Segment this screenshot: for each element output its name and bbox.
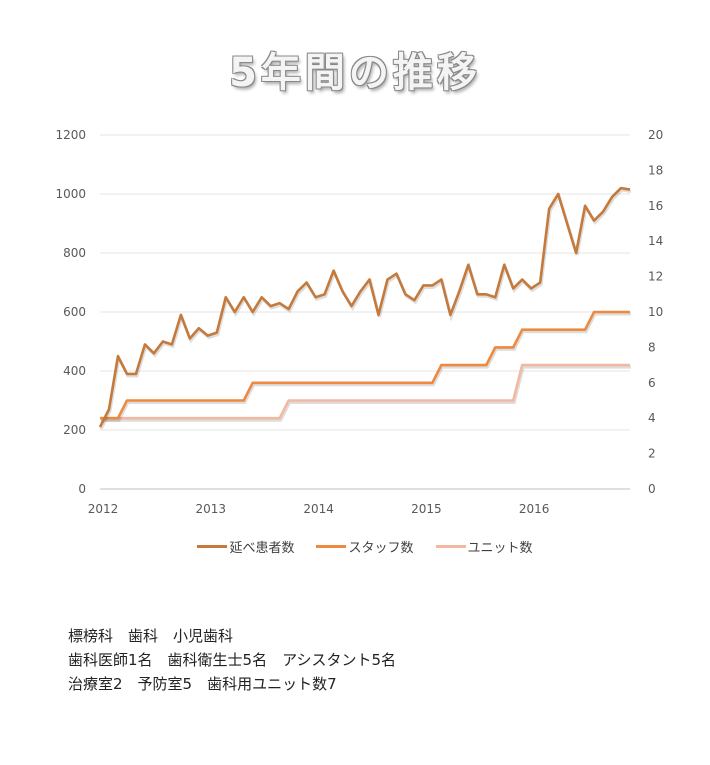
right-axis-tick: 20	[648, 128, 663, 142]
series-line	[98, 186, 631, 428]
right-axis-tick: 2	[648, 447, 656, 461]
departments-line: 標榜科 歯科 小児歯科	[68, 627, 234, 645]
left-axis-tick: 600	[63, 305, 86, 319]
right-axis-tick: 10	[648, 305, 663, 319]
legend-label: スタッフ数	[348, 541, 414, 556]
left-axis-tick: 400	[63, 364, 86, 378]
right-axis-tick: 16	[648, 199, 663, 213]
series-shadow	[99, 188, 632, 430]
legend-swatch	[316, 545, 347, 548]
series-line	[100, 363, 630, 420]
left-axis-tick: 1200	[55, 128, 86, 142]
series-shadow	[101, 365, 631, 422]
legend-item-staff[interactable]: スタッフ数	[316, 537, 414, 556]
chart-title: 5年間の推移	[229, 50, 481, 96]
right-axis-tick: 12	[648, 270, 663, 284]
x-axis-tick: 2015	[411, 502, 442, 516]
series-line	[100, 310, 630, 420]
right-axis-tick: 8	[648, 340, 656, 354]
right-axis-tick: 14	[648, 234, 663, 248]
left-axis-tick: 800	[63, 246, 86, 260]
legend-item-patients[interactable]: 延べ患者数	[197, 537, 294, 556]
right-axis-tick: 0	[648, 482, 656, 496]
clinic-info: 標榜科 歯科 小児歯科 歯科医師1名 歯科衛生士5名 アシスタント5名 治療室2…	[68, 624, 396, 696]
legend: 延べ患者数 スタッフ数 ユニット数	[0, 537, 710, 556]
legend-item-units[interactable]: ユニット数	[435, 537, 533, 556]
left-axis-tick: 200	[63, 423, 86, 437]
x-axis-tick: 2012	[88, 502, 119, 516]
right-axis-tick: 18	[648, 163, 663, 177]
x-axis-tick: 2016	[519, 502, 550, 516]
right-axis-tick: 6	[648, 376, 656, 390]
series-shadow	[101, 312, 631, 422]
x-axis-tick: 2014	[303, 502, 334, 516]
legend-label: 延べ患者数	[229, 541, 295, 556]
right-axis-tick: 4	[648, 411, 656, 425]
rooms-line: 治療室2 予防室5 歯科用ユニット数7	[68, 675, 337, 693]
legend-swatch	[197, 545, 228, 548]
legend-label: ユニット数	[467, 541, 533, 556]
legend-swatch	[435, 545, 466, 548]
x-axis-tick: 2013	[196, 502, 227, 516]
left-axis-tick: 1000	[55, 187, 86, 201]
staff-line: 歯科医師1名 歯科衛生士5名 アシスタント5名	[68, 651, 397, 669]
left-axis-tick: 0	[78, 482, 86, 496]
chart: 0 200 400 600 800 1000 1200 0 2 4 6 8 10 12 14 16 18 20 20…	[55, 128, 663, 516]
